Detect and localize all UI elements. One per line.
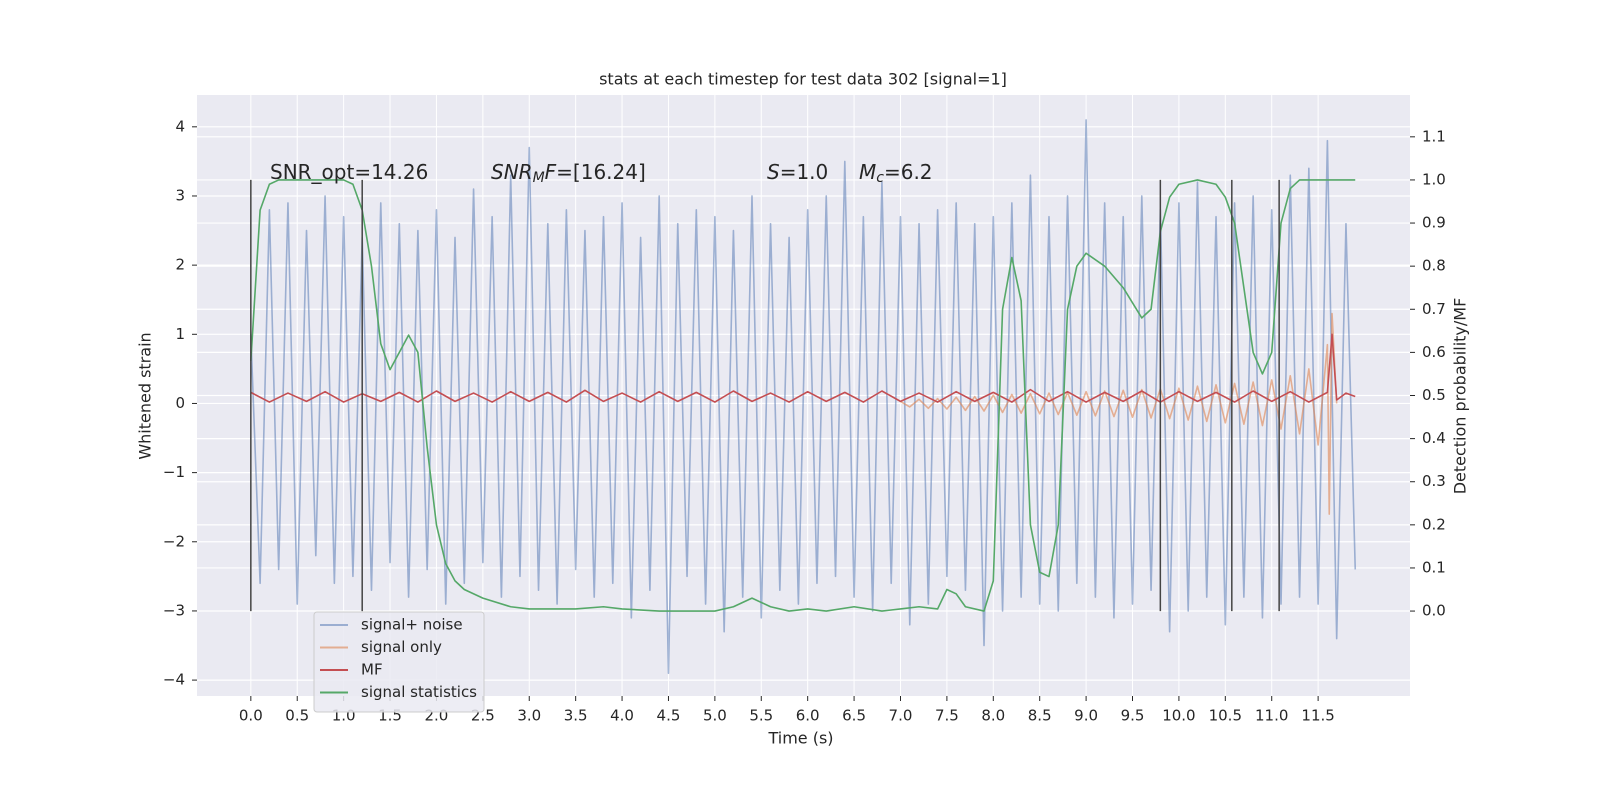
x-tick-label: 7.5: [935, 707, 959, 725]
annotation-part: c: [876, 170, 884, 186]
y-axis-label: Whitened strain: [136, 332, 155, 459]
y-tick-label: 4: [175, 117, 185, 135]
x-tick-label: 11.5: [1301, 707, 1334, 725]
x-tick-label: 9.5: [1121, 707, 1145, 725]
x-tick-label: 6.5: [842, 707, 866, 725]
x-tick-label: 8.0: [981, 707, 1005, 725]
y2-axis-label: Detection probability/MF: [1451, 298, 1470, 495]
x-tick-label: 5.5: [749, 707, 773, 725]
series-line: [250, 119, 1357, 674]
y2-tick-label: 0.7: [1422, 300, 1446, 318]
x-tick-label: 11.0: [1255, 707, 1288, 725]
series-line: [250, 333, 1356, 403]
y2-tick-label: 0.4: [1422, 429, 1446, 447]
x-tick-label: 4.5: [657, 707, 681, 725]
y2-tick-label: 0.8: [1422, 257, 1446, 275]
y2-tick-label: 0.2: [1422, 515, 1446, 533]
x-tick-label: 6.0: [796, 707, 820, 725]
y2-tick-label: 1.1: [1422, 127, 1446, 145]
x-tick-label: 9.0: [1074, 707, 1098, 725]
y2-tick-label: 0.1: [1422, 558, 1446, 576]
legend-box: [313, 611, 485, 713]
x-tick-label: 3.0: [517, 707, 541, 725]
x-tick-label: 5.0: [703, 707, 727, 725]
y-tick-label: −2: [163, 532, 185, 550]
y2-tick-label: 0.0: [1422, 602, 1446, 620]
x-tick-label: 7.0: [889, 707, 913, 725]
legend-label: signal only: [361, 638, 442, 656]
x-tick-label: 4.0: [610, 707, 634, 725]
annotation-part: =[16.24]: [556, 160, 646, 184]
x-tick-label: 0.0: [239, 707, 263, 725]
series-line: [250, 179, 1356, 612]
annotation-part: M: [859, 160, 876, 184]
y-tick-label: 2: [175, 256, 185, 274]
y2-tick-label: 0.9: [1422, 214, 1446, 232]
annotation: SNRMF=[16.24]: [491, 160, 646, 187]
annotation-part: S: [767, 160, 780, 184]
chart-title: stats at each timestep for test data 302…: [599, 70, 1007, 89]
annotation-part: SNR: [491, 160, 533, 184]
x-tick-label: 10.5: [1209, 707, 1242, 725]
x-tick-label: 8.5: [1028, 707, 1052, 725]
annotation: Mc=6.2: [859, 160, 933, 187]
legend-label: MF: [361, 661, 383, 679]
x-tick-label: 3.5: [564, 707, 588, 725]
annotation: S=1.0: [767, 160, 828, 184]
annotation: SNR_opt=14.26: [270, 160, 428, 184]
annotation-part: F: [545, 160, 557, 184]
x-tick-label: 0.5: [285, 707, 309, 725]
x-axis-label: Time (s): [767, 729, 833, 748]
annotation-part: SNR_opt=14.26: [270, 160, 428, 184]
y-tick-label: 0: [175, 394, 185, 412]
annotation-part: =6.2: [884, 160, 933, 184]
y-tick-label: −4: [163, 671, 185, 689]
annotation-part: =1.0: [780, 160, 829, 184]
y-tick-label: −3: [163, 601, 185, 619]
x-tick-label: 10.0: [1162, 707, 1195, 725]
annotation-part: M: [533, 170, 545, 186]
y2-tick-label: 0.3: [1422, 472, 1446, 490]
y-tick-label: 1: [175, 325, 185, 343]
legend-label: signal+ noise: [361, 616, 463, 634]
y-tick-label: −1: [163, 463, 185, 481]
legend-label: signal statistics: [361, 683, 477, 701]
y2-tick-label: 1.0: [1422, 170, 1446, 188]
y2-tick-label: 0.5: [1422, 386, 1446, 404]
y2-tick-label: 0.6: [1422, 343, 1446, 361]
y-tick-label: 3: [175, 186, 185, 204]
